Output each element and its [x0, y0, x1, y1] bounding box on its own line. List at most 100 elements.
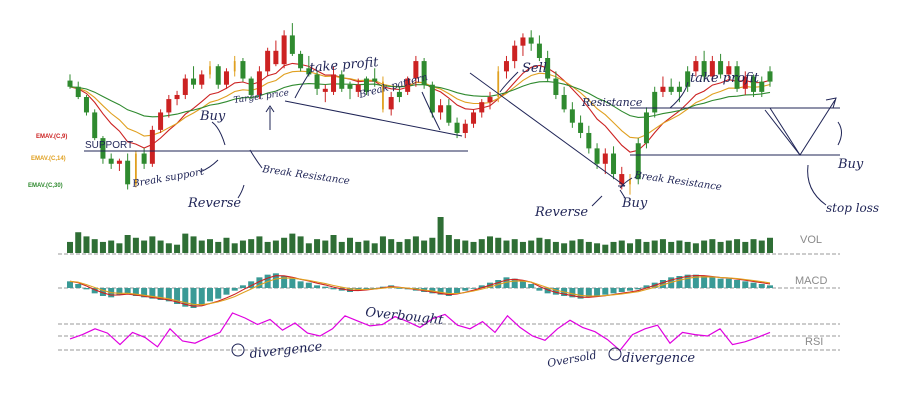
- candle-body: [553, 78, 559, 95]
- candle: [742, 71, 748, 95]
- candle: [693, 55, 699, 77]
- macd-bar: [223, 288, 230, 295]
- volume-bar: [602, 244, 609, 253]
- rsi-label: RSI: [805, 336, 823, 348]
- candle: [191, 66, 197, 89]
- trend-lines: [84, 71, 842, 207]
- candle-body: [512, 45, 518, 62]
- macd-bar: [215, 288, 222, 299]
- candle-body: [685, 71, 691, 87]
- volume-bar: [305, 243, 312, 253]
- divergence-label-2: divergence: [622, 351, 695, 366]
- volume-bar: [157, 240, 164, 253]
- candle-body: [734, 66, 740, 89]
- candle: [372, 68, 378, 87]
- volume-bar: [248, 239, 255, 253]
- macd-bar: [281, 276, 288, 288]
- reverse-pointer-2: [591, 195, 603, 207]
- macd-bar: [437, 288, 444, 295]
- volume-bar: [272, 240, 279, 253]
- macd-bar: [750, 282, 757, 288]
- candle: [611, 146, 617, 180]
- macd-bar: [454, 288, 461, 294]
- candle: [347, 81, 353, 100]
- pattern-pointer: [421, 91, 441, 131]
- oversold-label: Oversold: [546, 348, 597, 369]
- candle-body: [108, 158, 114, 164]
- candle: [413, 55, 419, 87]
- candle-body: [462, 123, 468, 133]
- candle: [660, 76, 666, 98]
- macd-bar: [659, 280, 666, 288]
- volume-bar: [511, 239, 518, 253]
- candle: [314, 71, 320, 95]
- volume-bar: [758, 240, 765, 253]
- volume-bar: [478, 239, 485, 253]
- candle-body: [429, 84, 435, 113]
- candle: [108, 153, 114, 169]
- macd-bar: [231, 288, 238, 291]
- candle-body: [709, 61, 715, 77]
- candle-body: [561, 94, 567, 110]
- volume-bars: [67, 217, 773, 253]
- macd-signal-line: [69, 274, 771, 307]
- volume-bar: [668, 241, 675, 253]
- candle-body: [67, 80, 73, 87]
- candle: [158, 109, 164, 133]
- macd-bar: [742, 281, 749, 288]
- volume-bar: [610, 241, 617, 253]
- volume-bar: [552, 241, 559, 253]
- ema-lines: [69, 62, 771, 153]
- candle-body: [528, 37, 534, 44]
- volume-bar: [544, 239, 551, 253]
- break-resistance-pointer: [249, 149, 263, 169]
- volume-bar: [67, 241, 73, 253]
- candle-body: [382, 81, 384, 110]
- candle: [569, 102, 575, 128]
- volume-bar: [462, 240, 469, 253]
- candle-body: [718, 61, 724, 75]
- candle-body: [199, 74, 205, 85]
- candle-body: [479, 102, 485, 113]
- candle: [421, 58, 427, 89]
- candle: [734, 61, 740, 92]
- candle: [363, 76, 369, 95]
- candle: [685, 66, 691, 92]
- candle-body: [471, 112, 477, 124]
- sell-pointer: [499, 71, 519, 93]
- candle-body: [182, 78, 188, 95]
- candle-body: [421, 61, 427, 85]
- volume-bar: [643, 241, 650, 253]
- macd-bar: [305, 282, 312, 288]
- candle-body: [438, 105, 444, 113]
- projection-arrow-head: [825, 97, 837, 109]
- macd-signal-line: [69, 276, 771, 306]
- buy-label-1: Buy: [199, 109, 226, 124]
- macd-bar: [758, 284, 765, 288]
- volume-bar: [536, 237, 543, 253]
- macd-bar: [536, 288, 543, 291]
- vol-label: VOL: [800, 234, 822, 246]
- volume-bar: [215, 241, 222, 253]
- reverse-pointer: [237, 184, 245, 199]
- macd-bar: [83, 288, 90, 290]
- candle: [497, 66, 500, 103]
- break-resistance-label-1: Break Resistance: [261, 164, 351, 187]
- candle: [322, 84, 328, 103]
- candle: [339, 70, 345, 92]
- candle-body: [405, 78, 411, 92]
- macd-bar: [676, 276, 683, 288]
- stop-loss-label: stop loss: [826, 201, 879, 215]
- volume-bar: [692, 243, 699, 253]
- macd-bars: [67, 273, 773, 308]
- volume-bar: [198, 240, 205, 253]
- candle-body: [116, 160, 122, 164]
- macd-bar: [75, 284, 82, 288]
- candle-body: [635, 143, 641, 180]
- candle-body: [265, 50, 271, 72]
- candle: [446, 99, 452, 126]
- candle: [134, 150, 137, 188]
- candle: [83, 94, 89, 116]
- volume-bar: [717, 241, 724, 253]
- macd-bar: [610, 288, 617, 294]
